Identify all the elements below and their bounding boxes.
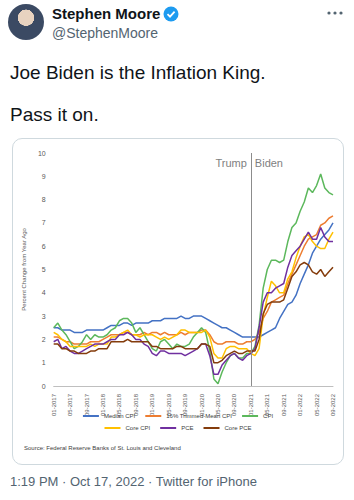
html-text:1:19 PM · Oct 17, 2022 · Twitt: 1:19 PM · Oct 17, 2022 · Twitter for iPh… <box>10 474 257 489</box>
svg-text:09-2022: 09-2022 <box>330 393 336 416</box>
svg-text:05-2022: 05-2022 <box>314 393 320 416</box>
svg-text:Trump: Trump <box>215 157 246 169</box>
svg-text:CPI: CPI <box>263 413 273 419</box>
svg-text:Percent Change from Year Ago: Percent Change from Year Ago <box>21 227 27 310</box>
svg-text:1: 1 <box>42 359 46 366</box>
svg-text:PCE: PCE <box>181 425 193 431</box>
svg-text:05-2021: 05-2021 <box>264 394 271 416</box>
svg-text:5: 5 <box>42 266 46 273</box>
svg-text:01-2017: 01-2017 <box>51 393 57 416</box>
html-text:@StephenMoore: @StephenMoore <box>52 25 159 41</box>
svg-text:09-2019: 09-2019 <box>182 394 189 416</box>
svg-text:05-2017: 05-2017 <box>67 393 73 416</box>
html-text:Joe Biden is the Inflation Kin: Joe Biden is the Inflation King. <box>10 62 266 83</box>
svg-text:0: 0 <box>42 383 46 390</box>
html-text:Pass it on.: Pass it on. <box>10 104 99 125</box>
svg-text:09-2017: 09-2017 <box>84 393 90 416</box>
svg-text:16% Trimmed-Mean CPI: 16% Trimmed-Mean CPI <box>166 413 232 419</box>
svg-text:Source: Federal Reserve Banks: Source: Federal Reserve Banks of St. Lou… <box>24 445 181 451</box>
svg-text:Core PCE: Core PCE <box>225 425 252 431</box>
svg-text:01-2020: 01-2020 <box>198 394 205 416</box>
svg-text:09-2021: 09-2021 <box>281 393 287 416</box>
svg-text:Core CPI: Core CPI <box>125 425 150 431</box>
svg-text:Median CPI: Median CPI <box>104 413 136 419</box>
svg-text:05-2020: 05-2020 <box>215 394 221 416</box>
svg-text:05-2019: 05-2019 <box>165 394 172 416</box>
svg-text:09-2020: 09-2020 <box>231 393 237 416</box>
svg-text:7: 7 <box>42 219 46 226</box>
svg-text:3: 3 <box>42 313 46 320</box>
svg-text:4: 4 <box>42 289 46 296</box>
svg-text:01-2021: 01-2021 <box>248 393 254 416</box>
svg-text:8: 8 <box>42 196 46 203</box>
svg-text:9: 9 <box>42 173 46 180</box>
svg-text:6: 6 <box>42 243 46 250</box>
svg-text:10: 10 <box>38 150 46 157</box>
svg-text:2: 2 <box>42 336 46 343</box>
svg-text:01-2019: 01-2019 <box>149 393 155 416</box>
svg-text:05-2018: 05-2018 <box>116 394 123 416</box>
svg-text:01-2022: 01-2022 <box>297 393 303 416</box>
svg-text:09-2018: 09-2018 <box>132 394 139 416</box>
html-text:Stephen Moore: Stephen Moore <box>52 5 161 22</box>
svg-text:01-2018: 01-2018 <box>100 394 106 416</box>
svg-text:Biden: Biden <box>255 157 283 169</box>
